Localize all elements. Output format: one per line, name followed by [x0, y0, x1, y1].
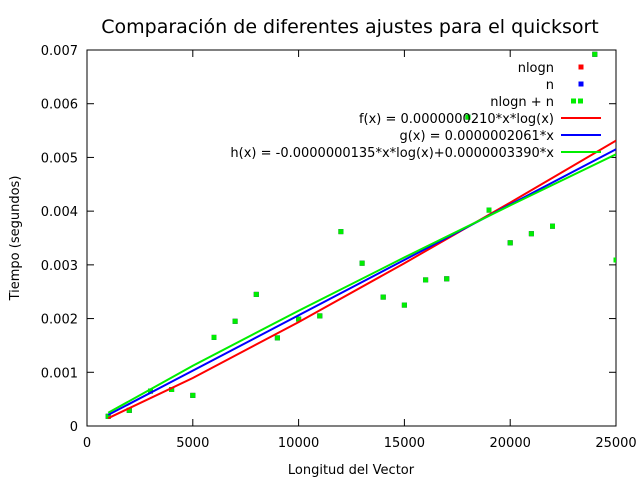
data-point	[126, 407, 132, 413]
legend-point-sample	[578, 81, 584, 87]
y-axis-label: Tiempo (segundos)	[8, 176, 23, 302]
data-point	[423, 277, 429, 283]
data-point	[317, 313, 323, 319]
y-tick-label: 0.003	[41, 259, 78, 274]
legend-label: nlogn	[518, 61, 554, 76]
data-point	[190, 392, 196, 398]
legend-label: g(x) = 0.0000002061*x	[399, 129, 554, 144]
x-tick-label: 20000	[490, 436, 531, 451]
data-point	[148, 388, 153, 394]
x-axis-label: Longitud del Vector	[288, 463, 415, 478]
legend-entry: nlogn + n	[490, 95, 583, 110]
data-point	[169, 387, 175, 392]
plot-frame	[86, 49, 617, 427]
data-point	[613, 257, 616, 263]
x-tick-label: 10000	[278, 436, 319, 451]
y-tick-label: 0	[70, 420, 78, 435]
data-point	[296, 316, 302, 322]
legend-entry: f(x) = 0.0000000210*x*log(x)	[359, 112, 601, 127]
data-point	[211, 334, 217, 340]
y-tick-label: 0.001	[41, 366, 78, 381]
fit-line	[107, 148, 616, 416]
legend-label: f(x) = 0.0000000210*x*log(x)	[359, 112, 554, 127]
y-tick-label: 0.005	[41, 151, 78, 166]
data-point	[338, 229, 344, 235]
data-point	[528, 231, 534, 237]
data-point	[486, 207, 492, 213]
legend-entry: g(x) = 0.0000002061*x	[399, 129, 601, 144]
series-4	[107, 148, 616, 416]
legend-label: h(x) = -0.0000000135*x*log(x)+0.00000033…	[230, 146, 554, 161]
y-tick-label: 0.002	[41, 313, 78, 328]
x-axis: 0 5000 10000 15000 20000 25000	[83, 50, 637, 451]
x-tick-label: 25000	[595, 436, 636, 451]
data-point	[592, 51, 598, 57]
legend-label: n	[546, 78, 554, 93]
chart-title: Comparación de diferentes ajustes para e…	[101, 16, 598, 38]
data-point	[401, 302, 407, 308]
series-3	[107, 139, 616, 420]
fit-line	[107, 139, 616, 420]
x-tick-label: 0	[83, 436, 91, 451]
data-point	[550, 223, 555, 229]
legend-point-sample	[578, 98, 583, 104]
y-axis: 0 0.001 0.002 0.003 0.004 0.005 0.006 0.007	[41, 44, 616, 435]
data-point	[274, 335, 280, 341]
series-5	[107, 153, 616, 414]
series-2	[105, 51, 616, 419]
data-point	[232, 318, 238, 324]
fit-line	[107, 153, 616, 414]
y-tick-label: 0.004	[41, 205, 78, 220]
legend-entry: nlogn	[518, 61, 584, 76]
legend-point-sample	[578, 64, 584, 70]
data-point	[253, 291, 259, 297]
legend-point-sample	[571, 98, 576, 104]
legend-entry: h(x) = -0.0000000135*x*log(x)+0.00000033…	[230, 146, 601, 161]
data-point	[380, 294, 386, 300]
legend-entry: n	[546, 78, 584, 93]
plot-area	[105, 51, 616, 420]
y-tick-label: 0.006	[41, 98, 78, 113]
x-tick-label: 5000	[176, 436, 209, 451]
data-point	[507, 240, 513, 246]
data-point	[444, 276, 450, 282]
data-point	[465, 114, 471, 120]
legend-label: nlogn + n	[490, 95, 554, 110]
data-point	[105, 413, 111, 419]
data-point	[359, 260, 365, 266]
x-tick-label: 15000	[384, 436, 425, 451]
y-tick-label: 0.007	[41, 44, 78, 59]
legend: nlogn n nlogn + n f(x) = 0.0000000210*x*log…	[230, 61, 601, 161]
